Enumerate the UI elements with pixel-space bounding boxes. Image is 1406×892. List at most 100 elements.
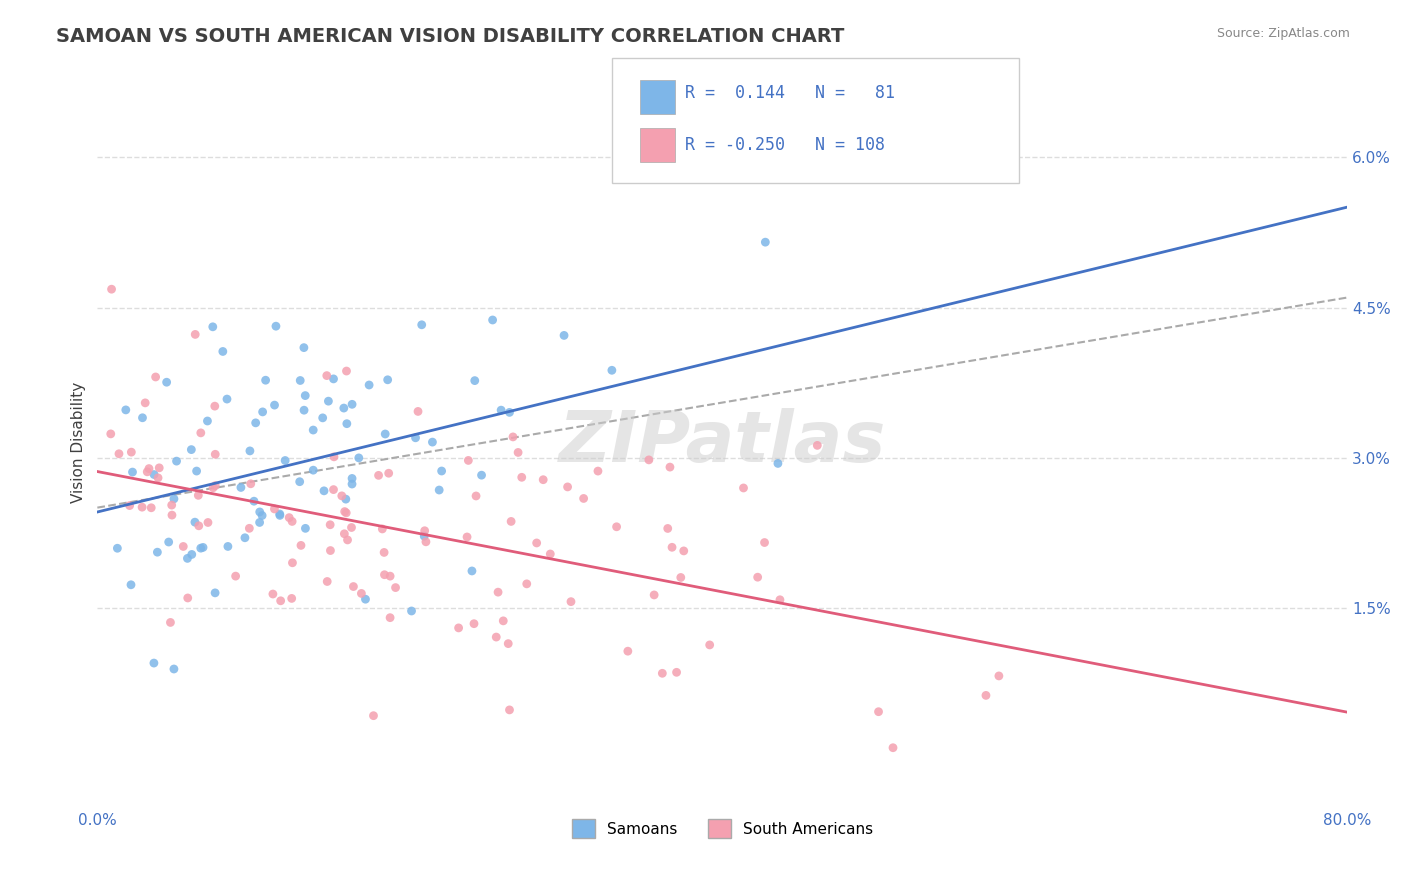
Point [120, 578, 142, 592]
Point [233, 531, 256, 545]
Point [510, 470, 533, 484]
Point [336, 417, 359, 431]
Point [148, 460, 170, 475]
Point [699, 638, 721, 652]
Point [463, 616, 485, 631]
Point [496, 637, 519, 651]
Point [457, 453, 479, 467]
Point [335, 492, 357, 507]
Point [204, 447, 226, 461]
Point [572, 491, 595, 506]
Point [501, 515, 523, 529]
Point [406, 404, 429, 418]
Point [882, 740, 904, 755]
Point [415, 534, 437, 549]
Point [319, 543, 342, 558]
Point [160, 498, 183, 512]
Point [373, 545, 395, 559]
Point [373, 567, 395, 582]
Point [202, 481, 225, 495]
Point [263, 398, 285, 412]
Point [754, 235, 776, 249]
Point [377, 467, 399, 481]
Point [191, 541, 214, 555]
Point [288, 475, 311, 489]
Point [278, 510, 301, 524]
Point [238, 521, 260, 535]
Point [159, 615, 181, 630]
Point [229, 480, 252, 494]
Point [553, 328, 575, 343]
Point [201, 319, 224, 334]
Point [143, 467, 166, 482]
Point [239, 476, 262, 491]
Point [215, 392, 238, 406]
Point [405, 431, 427, 445]
Point [340, 471, 363, 485]
Point [531, 473, 554, 487]
Point [163, 662, 186, 676]
Y-axis label: Vision Disability: Vision Disability [72, 382, 86, 503]
Point [131, 500, 153, 515]
Point [197, 516, 219, 530]
Point [754, 535, 776, 549]
Point [217, 540, 239, 554]
Point [121, 465, 143, 479]
Point [427, 483, 450, 497]
Point [269, 508, 291, 523]
Point [465, 489, 488, 503]
Point [225, 569, 247, 583]
Point [184, 327, 207, 342]
Point [187, 488, 209, 502]
Point [413, 529, 436, 543]
Point [156, 375, 179, 389]
Point [617, 644, 640, 658]
Point [118, 499, 141, 513]
Point [318, 394, 340, 409]
Point [470, 468, 492, 483]
Point [172, 540, 194, 554]
Point [657, 521, 679, 535]
Legend: Samoans, South Americans: Samoans, South Americans [565, 814, 879, 844]
Point [249, 505, 271, 519]
Point [502, 430, 524, 444]
Point [606, 520, 628, 534]
Point [464, 374, 486, 388]
Point [974, 689, 997, 703]
Point [136, 465, 159, 479]
Point [280, 591, 302, 606]
Point [322, 372, 344, 386]
Point [187, 518, 209, 533]
Point [302, 423, 325, 437]
Point [269, 507, 291, 521]
Point [374, 427, 396, 442]
Point [340, 397, 363, 411]
Point [239, 443, 262, 458]
Point [340, 477, 363, 491]
Point [204, 478, 226, 492]
Point [157, 535, 180, 549]
Point [733, 481, 755, 495]
Point [108, 447, 131, 461]
Point [204, 586, 226, 600]
Point [290, 374, 312, 388]
Point [145, 370, 167, 384]
Point [658, 460, 681, 475]
Point [661, 541, 683, 555]
Point [249, 516, 271, 530]
Point [180, 548, 202, 562]
Point [100, 426, 122, 441]
Point [422, 435, 444, 450]
Point [263, 502, 285, 516]
Point [665, 665, 688, 680]
Point [322, 483, 344, 497]
Point [292, 341, 315, 355]
Point [347, 450, 370, 465]
Point [262, 587, 284, 601]
Point [411, 318, 433, 332]
Point [401, 604, 423, 618]
Point [638, 453, 661, 467]
Point [184, 515, 207, 529]
Point [363, 708, 385, 723]
Point [312, 410, 335, 425]
